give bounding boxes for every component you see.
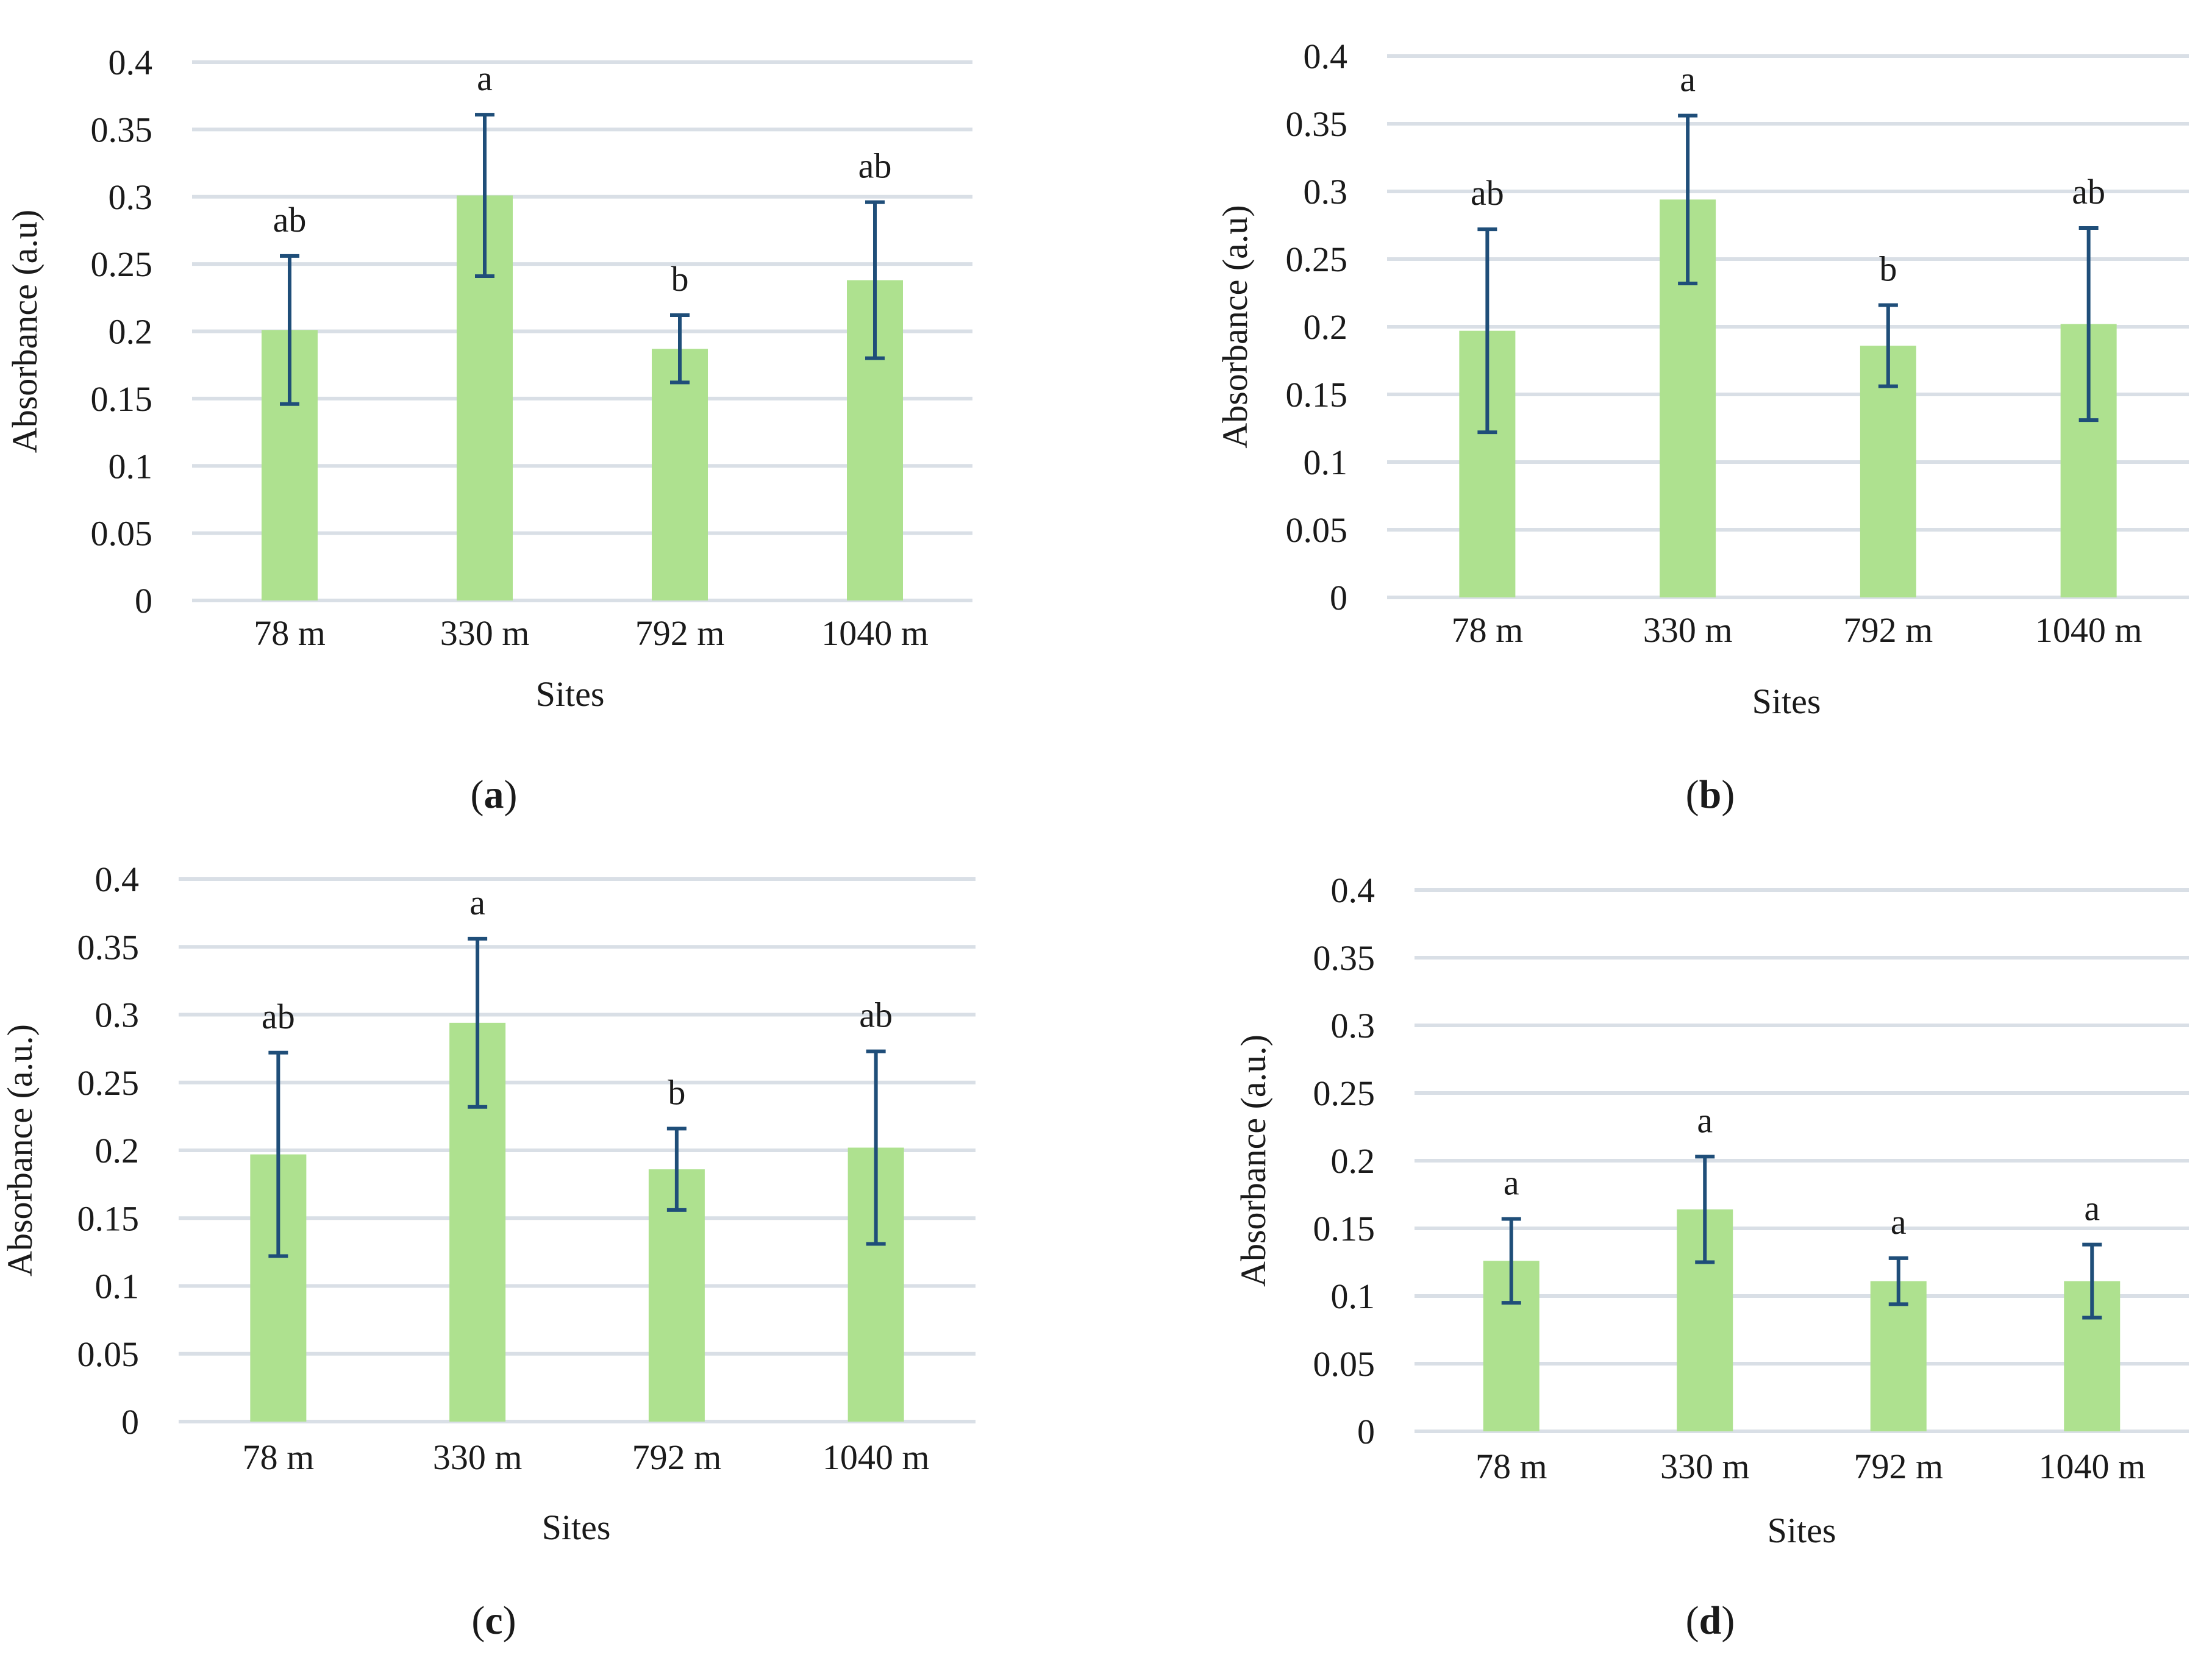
x-tick-label: 330 m xyxy=(1643,610,1733,650)
significance-label: ab xyxy=(2072,172,2105,212)
y-tick-label: 0.3 xyxy=(109,177,153,217)
x-tick-label: 78 m xyxy=(1452,610,1524,650)
significance-label: ab xyxy=(273,200,307,240)
y-tick-label: 0.25 xyxy=(77,1063,140,1103)
x-tick-label: 78 m xyxy=(243,1437,315,1477)
x-tick-label: 1040 m xyxy=(822,1437,930,1477)
x-axis-title: Sites xyxy=(1752,682,1821,721)
x-tick-label: 78 m xyxy=(1475,1447,1547,1486)
y-tick-label: 0.35 xyxy=(91,110,153,149)
x-tick-label: 1040 m xyxy=(821,613,929,653)
significance-label: ab xyxy=(1471,173,1504,213)
significance-label: b xyxy=(668,1072,685,1112)
y-tick-label: 0.4 xyxy=(95,860,140,899)
y-tick-label: 0.05 xyxy=(1286,510,1348,550)
chart-panel-d: 0 0.05 0.1 0.15 0.2 0.25 0.3 0.35 0.4 Absorbance … xyxy=(1233,871,2189,1643)
significance-label: a xyxy=(1891,1202,1907,1242)
x-tick-label: 330 m xyxy=(440,613,530,653)
x-tick-label: 792 m xyxy=(635,613,725,653)
bar xyxy=(652,349,708,600)
y-tick-label: 0.15 xyxy=(1286,375,1348,415)
chart-panel-b: 0 0.05 0.1 0.15 0.2 0.25 0.3 0.35 0.4 Absorbance … xyxy=(1215,37,2189,817)
y-tick-label: 0.2 xyxy=(1331,1141,1375,1181)
y-tick-label: 0.4 xyxy=(109,43,153,82)
y-tick-label: 0.15 xyxy=(91,379,153,419)
y-tick-label: 0.25 xyxy=(1286,240,1348,279)
x-tick-label: 330 m xyxy=(433,1437,523,1477)
y-tick-label: 0.25 xyxy=(1313,1074,1375,1113)
y-tick-label: 0.4 xyxy=(1304,37,1348,76)
significance-label: a xyxy=(1697,1100,1713,1140)
x-tick-label: 1040 m xyxy=(2038,1447,2146,1486)
y-tick-label: 0 xyxy=(1330,578,1347,618)
bar xyxy=(1870,1281,1927,1431)
significance-label: ab xyxy=(859,995,893,1035)
y-tick-label: 0.05 xyxy=(77,1334,140,1374)
x-axis-title: Sites xyxy=(536,674,605,714)
y-tick-label: 0.1 xyxy=(109,446,153,486)
y-tick-label: 0.1 xyxy=(1304,443,1348,482)
x-tick-label: 792 m xyxy=(1844,610,1933,650)
significance-label: b xyxy=(671,259,689,299)
y-tick-label: 0.1 xyxy=(95,1267,140,1306)
y-axis-title: Absorbance (a.u) xyxy=(5,210,45,453)
y-tick-label: 0.35 xyxy=(1313,938,1375,978)
y-tick-label: 0.2 xyxy=(95,1131,140,1170)
y-tick-label: 0.2 xyxy=(1304,307,1348,347)
chart-panel-c: 0 0.05 0.1 0.15 0.2 0.25 0.3 0.35 0.4 Absorbance … xyxy=(0,860,976,1643)
y-tick-label: 0.15 xyxy=(77,1198,140,1238)
significance-label: a xyxy=(2084,1189,2100,1228)
x-axis-title: Sites xyxy=(542,1508,611,1547)
y-tick-label: 0.4 xyxy=(1331,871,1375,910)
y-tick-label: 0.1 xyxy=(1331,1277,1375,1316)
y-tick-label: 0.25 xyxy=(91,244,153,284)
significance-label: a xyxy=(469,883,485,922)
significance-label: ab xyxy=(262,997,295,1036)
y-tick-label: 0.3 xyxy=(1331,1006,1375,1045)
x-tick-label: 792 m xyxy=(632,1437,722,1477)
y-tick-label: 0 xyxy=(135,581,152,621)
significance-label: a xyxy=(477,59,493,98)
panel-label: (b) xyxy=(1686,772,1735,817)
panel-label: (a) xyxy=(471,772,518,817)
y-axis-title: Absorbance (a.u) xyxy=(1215,205,1255,448)
x-tick-label: 1040 m xyxy=(2035,610,2142,650)
y-tick-label: 0 xyxy=(1357,1412,1375,1451)
y-tick-label: 0.35 xyxy=(77,927,140,967)
significance-label: ab xyxy=(858,146,892,186)
panel-label: (d) xyxy=(1686,1598,1735,1643)
x-tick-label: 78 m xyxy=(254,613,326,653)
significance-label: b xyxy=(1879,249,1897,288)
panel-label: (c) xyxy=(471,1598,516,1643)
significance-label: a xyxy=(1504,1163,1519,1202)
x-axis-title: Sites xyxy=(1768,1511,1836,1550)
x-tick-label: 330 m xyxy=(1660,1447,1750,1486)
y-tick-label: 0.2 xyxy=(109,312,153,352)
y-tick-label: 0 xyxy=(121,1402,139,1442)
y-tick-label: 0.3 xyxy=(1304,172,1348,212)
y-tick-label: 0.15 xyxy=(1313,1209,1375,1248)
y-axis-title: Absorbance (a.u.) xyxy=(0,1024,40,1277)
y-tick-label: 0.05 xyxy=(91,514,153,554)
x-tick-label: 792 m xyxy=(1853,1447,1943,1486)
y-tick-label: 0.05 xyxy=(1313,1344,1375,1384)
significance-label: a xyxy=(1680,60,1696,99)
y-axis-title: Absorbance (a.u.) xyxy=(1233,1034,1273,1287)
chart-panel-a: 0 0.05 0.1 0.15 0.2 0.25 0.3 0.35 0.4 Absorbance … xyxy=(5,43,972,817)
y-tick-label: 0.3 xyxy=(95,995,140,1035)
y-tick-label: 0.35 xyxy=(1286,104,1348,144)
